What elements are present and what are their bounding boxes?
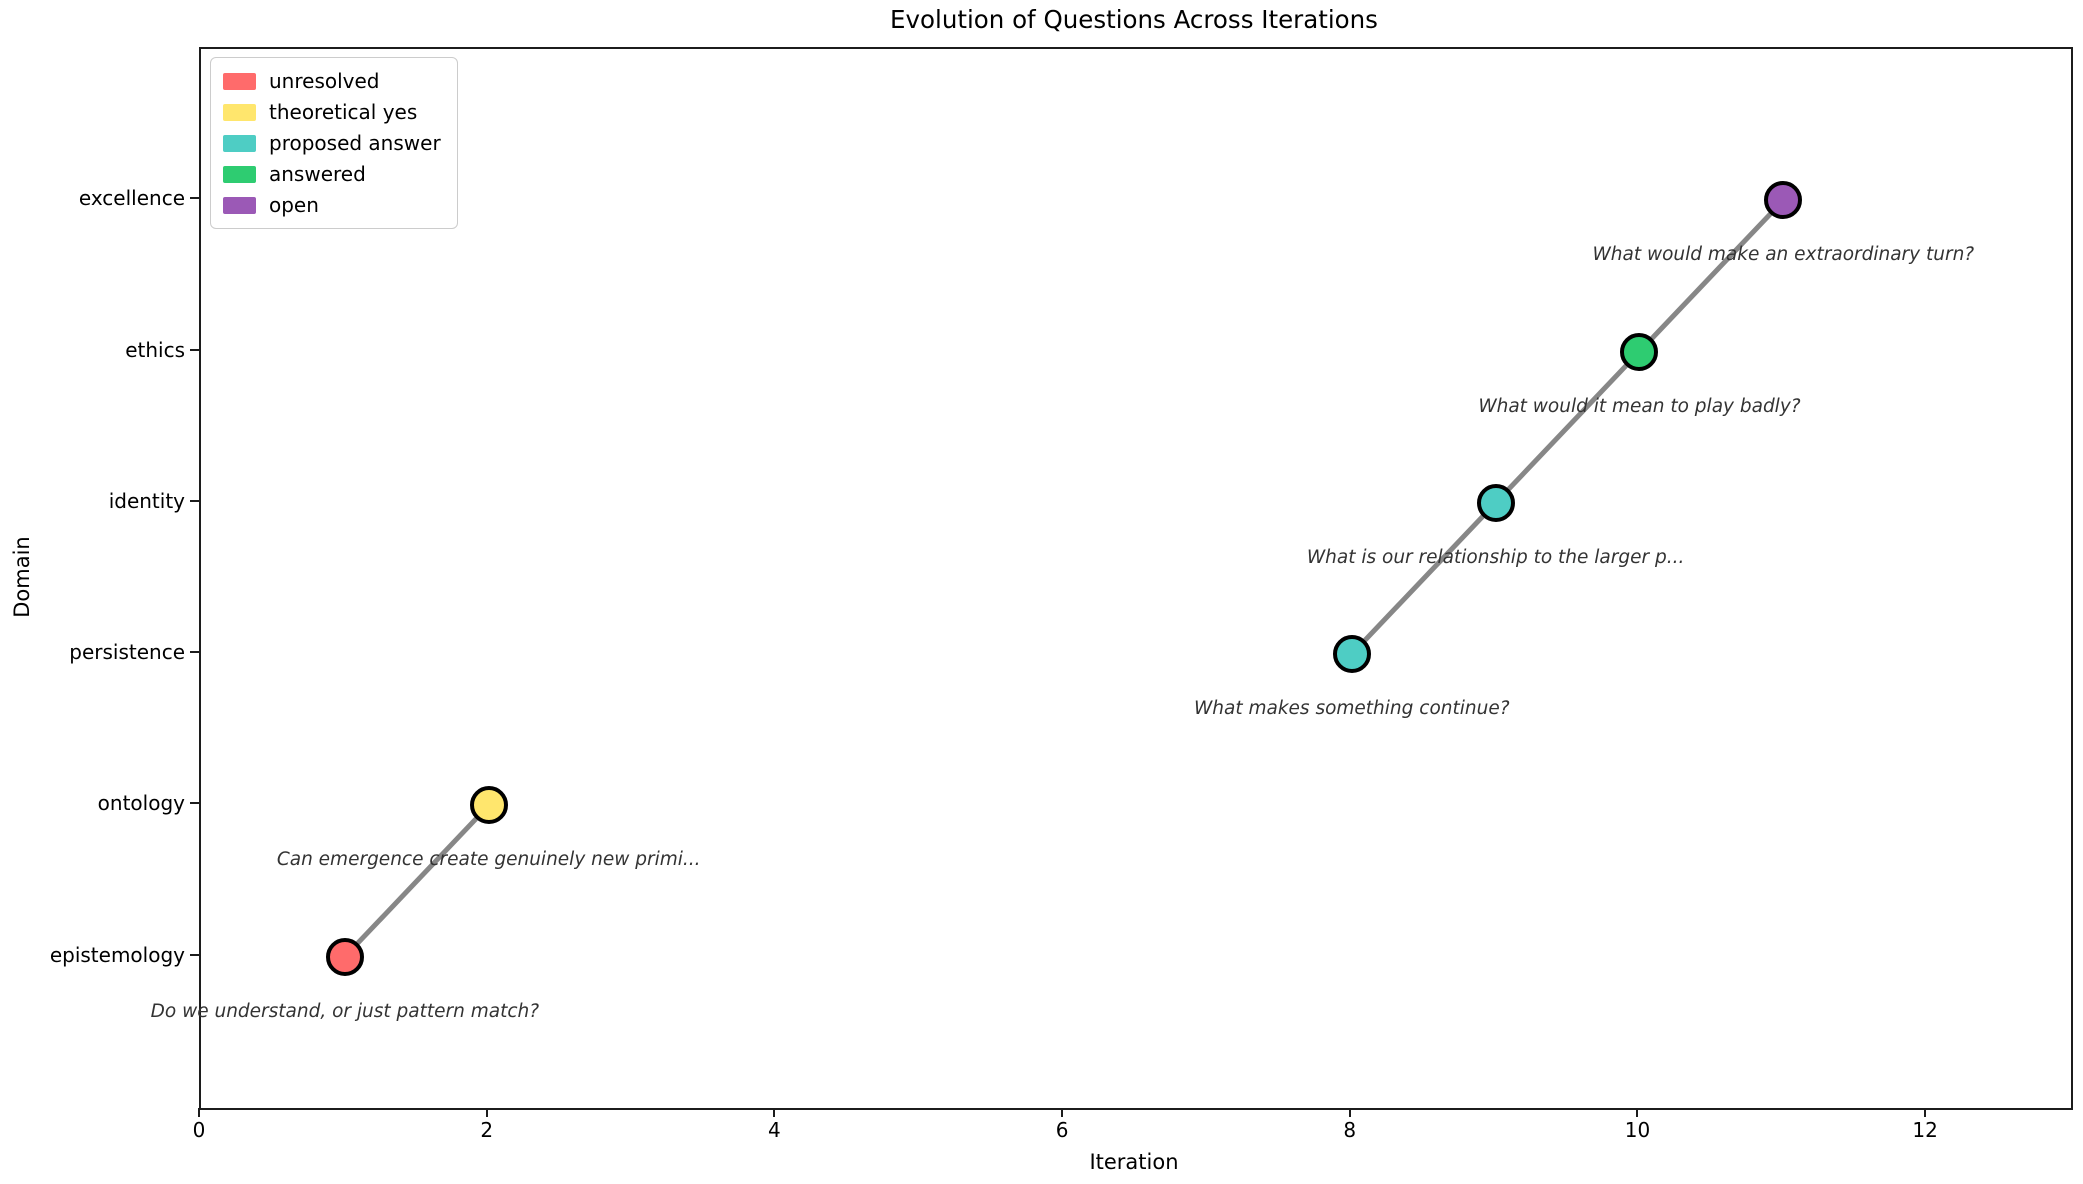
legend-label: answered [269,162,366,186]
y-tick-label: identity [108,488,185,513]
y-tick-mark [190,953,199,956]
data-point-annotation: What is our relationship to the larger p… [1306,546,1685,568]
x-tick-mark [773,1108,776,1117]
legend-swatch [223,134,256,152]
legend-swatch [223,72,256,90]
x-tick-mark [198,1108,200,1117]
y-tick-label: ontology [97,791,185,816]
legend-swatch [223,196,256,214]
data-point-marker [1620,332,1659,371]
data-point-annotation: What would make an extraordinary turn? [1592,244,1975,266]
data-point-annotation: What makes something continue? [1193,698,1510,720]
y-tick-mark [190,651,199,654]
x-tick-label: 8 [1343,1118,1357,1142]
legend-item: proposed answer [223,131,441,155]
legend-item: unresolved [223,69,441,93]
plot-area: Do we understand, or just pattern match?… [151,47,2073,1110]
y-tick-label: persistence [69,640,185,665]
data-point-annotation: What would it mean to play badly? [1478,395,1801,417]
connector-line [343,803,491,959]
x-tick-label: 12 [1912,1118,1938,1142]
y-tick-mark [190,197,199,200]
legend-label: unresolved [269,69,380,93]
legend: unresolved theoretical yes proposed answer… [210,57,458,229]
data-point-marker [469,786,508,825]
y-tick-mark [190,348,199,351]
y-axis-label: Domain [10,536,34,618]
x-tick-label: 4 [768,1118,781,1142]
x-axis-label: Iteration [1089,1150,1179,1174]
x-tick-mark [1636,1108,1639,1117]
y-tick-label: ethics [125,337,185,362]
data-point-marker [1332,635,1371,674]
data-point-marker [325,937,364,976]
y-tick-label: epistemology [49,942,185,967]
legend-label: theoretical yes [269,100,418,124]
x-tick-label: 2 [480,1118,494,1142]
x-tick-label: 6 [1055,1118,1069,1142]
legend-item: answered [223,162,441,186]
legend-item: open [223,193,441,217]
legend-item: theoretical yes [223,100,441,124]
y-tick-mark [190,499,199,502]
y-tick-label: excellence [78,186,185,211]
chart-title: Evolution of Questions Across Iterations [890,5,1378,34]
data-point-marker [1476,483,1515,522]
data-point-annotation: Can emergence create genuinely new primi… [276,849,701,871]
x-tick-mark [1348,1108,1351,1117]
x-tick-label: 0 [192,1118,206,1142]
y-tick-mark [190,802,199,805]
x-tick-mark [1061,1108,1064,1117]
legend-swatch [223,103,256,121]
connector-line [1349,198,1786,656]
x-tick-mark [1924,1108,1927,1117]
connector-lines [343,198,1786,959]
legend-label: open [269,193,319,217]
legend-label: proposed answer [269,131,441,155]
legend-swatch [223,165,256,183]
x-tick-label: 10 [1624,1118,1651,1142]
data-point-annotation: Do we understand, or just pattern match? [150,1000,540,1022]
data-point-marker [1764,181,1803,220]
x-tick-mark [485,1108,488,1117]
